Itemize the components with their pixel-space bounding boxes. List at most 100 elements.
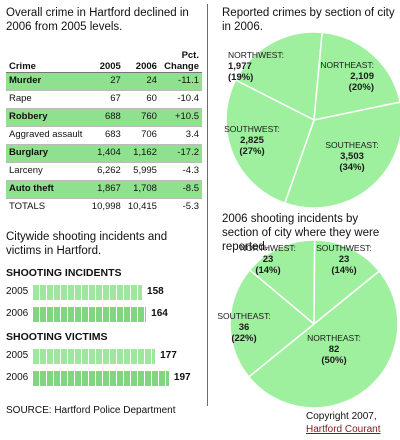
- pie-slice-value: 3,503: [340, 151, 364, 162]
- cell-pct-change: -17.2: [159, 144, 202, 163]
- col-header-crime: Crime: [9, 60, 36, 72]
- pie-slice-pct: (20%): [349, 82, 374, 93]
- pie-slice-pct: (19%): [228, 72, 253, 83]
- cell-2005: 1,404: [87, 144, 124, 163]
- cell-2005: 683: [87, 126, 124, 145]
- cell-2006: 706: [123, 126, 160, 145]
- pie-slice-label: NORTHWEST:: [228, 50, 284, 60]
- pie-slice: [229, 268, 316, 378]
- cell-2005: 688: [87, 108, 124, 127]
- pie-slice-value: 36: [239, 322, 250, 333]
- shooting-bars: 2005 158 2006 164 2005 177 2006 197: [0, 0, 210, 400]
- pie-slice-label: SOUTHEAST:: [325, 140, 378, 150]
- victims-year-label: 2005: [6, 350, 29, 361]
- pie-slice-pct: (27%): [239, 146, 264, 157]
- pie-slice-label: NORTHEAST:: [307, 333, 361, 343]
- pie-slice-value: 2,109: [350, 71, 374, 82]
- pie-slice-pct: (50%): [321, 355, 346, 366]
- table-row: TOTALS 10,998 10,415 -5.3: [6, 198, 202, 216]
- cell-pct-change: 3.4: [159, 126, 202, 145]
- shooting-pie-intro: 2006 shooting incidents by section of ci…: [222, 213, 380, 253]
- table-row: Auto theft 1,867 1,708 -8.5: [6, 180, 202, 199]
- pie-slice: [313, 239, 381, 326]
- cell-crime: Aggraved assault: [6, 126, 88, 145]
- cell-2005: 67: [87, 90, 124, 109]
- cell-2006: 1,708: [123, 180, 160, 199]
- incidents-year-label: 2006: [6, 308, 29, 319]
- incidents-bar: [33, 285, 143, 300]
- pie-slice: [225, 79, 315, 204]
- cell-2006: 1,162: [123, 144, 160, 163]
- cell-2005: 27: [87, 72, 124, 91]
- pie-slice-value: 23: [339, 254, 350, 265]
- incidents-bar-fill: [33, 307, 147, 322]
- pie-slice-pct: (14%): [255, 265, 280, 276]
- cell-pct-change: -4.3: [159, 162, 202, 181]
- pie-slice-value: 23: [263, 254, 274, 265]
- publisher-link[interactable]: Hartford Courant: [306, 424, 381, 435]
- victims-bar: [33, 371, 169, 386]
- incidents-year-label: 2005: [6, 286, 29, 297]
- cell-crime: Burglary: [6, 144, 88, 163]
- incidents-bar-value: 164: [151, 308, 168, 319]
- pie-slice-value: 82: [329, 344, 340, 355]
- cell-2006: 760: [123, 108, 160, 127]
- pie-slice: [234, 31, 324, 122]
- col-header-2005: 2005: [99, 60, 121, 72]
- incidents-bar: [33, 307, 147, 322]
- pie-slice-label: SOUTHEAST:: [217, 311, 270, 321]
- crimes-pie-intro: Reported crimes by section of city in 20…: [222, 7, 395, 33]
- victims-title: SHOOTING VICTIMS: [6, 331, 108, 343]
- crimes-pie-chart: NORTHWEST:1,977(19%) NORTHEAST:2,109(20%)…: [224, 31, 400, 209]
- cell-pct-change: +10.5: [159, 108, 202, 127]
- table-row: Larceny 6,262 5,995 -4.3: [6, 162, 202, 181]
- cell-2006: 10,415: [127, 201, 157, 212]
- copyright-text: Copyright 2007,: [306, 411, 377, 422]
- table-row: Robbery 688 760 +10.5: [6, 108, 202, 127]
- pie-slice-label: SOUTHWEST:: [316, 243, 372, 253]
- cell-crime: Auto theft: [6, 180, 88, 199]
- victims-year-label: 2006: [6, 372, 29, 383]
- pie-slice-value: 2,825: [240, 135, 264, 146]
- pie-slice: [247, 270, 399, 409]
- table-header-row: Crime 2005 2006 Pct. Change: [6, 46, 202, 72]
- shooting-pie-chart: NORTHWEST:23(14%)SOUTHWEST:23(14%)NORTHE…: [217, 239, 399, 409]
- pie-slice-label: NORTHEAST:: [320, 60, 374, 70]
- pie-slice-value: 1,977: [228, 61, 252, 72]
- incidents-bar-fill: [33, 285, 143, 300]
- col-header-pct-change: Pct. Change: [164, 49, 199, 72]
- table-row: Aggraved assault 683 706 3.4: [6, 126, 202, 145]
- cell-crime: Larceny: [6, 162, 88, 181]
- cell-crime: Robbery: [6, 108, 88, 127]
- cell-2006: 5,995: [123, 162, 160, 181]
- victims-bar: [33, 349, 156, 364]
- cell-2005: 1,867: [87, 180, 124, 199]
- victims-bar-fill: [33, 349, 156, 364]
- cell-2005: 10,998: [91, 201, 121, 212]
- cell-pct-change: -8.5: [159, 180, 202, 199]
- pie-slice: [283, 101, 400, 209]
- cell-pct-change: -11.1: [159, 72, 202, 91]
- table-row: Rape 67 60 -10.4: [6, 90, 202, 109]
- victims-bar-value: 177: [160, 350, 177, 361]
- cell-pct-change: -5.3: [182, 201, 199, 212]
- cell-crime: Rape: [6, 90, 88, 109]
- incidents-bar-value: 158: [147, 286, 164, 297]
- pie-slice-pct: (34%): [339, 162, 364, 173]
- crime-table: Crime 2005 2006 Pct. Change Murder 27 24 -1…: [6, 46, 202, 216]
- pie-slice-label: SOUTHWEST:: [224, 124, 280, 134]
- table-row: Burglary 1,404 1,162 -17.2: [6, 144, 202, 163]
- cell-2006: 60: [123, 90, 160, 109]
- cell-2006: 24: [123, 72, 160, 91]
- col-header-2006: 2006: [135, 60, 157, 72]
- pie-slice: [248, 239, 316, 326]
- victims-bar-value: 197: [173, 372, 191, 383]
- cell-2005: 6,262: [87, 162, 124, 181]
- source-note: SOURCE: Hartford Police Department: [6, 405, 176, 416]
- cell-pct-change: -10.4: [159, 90, 202, 109]
- pie-slice-pct: (14%): [331, 265, 356, 276]
- copyright-block: Copyright 2007, Hartford Courant: [306, 410, 380, 436]
- crime-intro: Overall crime in Hartford declined in 20…: [6, 7, 189, 33]
- pie-slice-pct: (22%): [231, 333, 256, 344]
- pie-slice-label: NORTHWEST:: [240, 243, 296, 253]
